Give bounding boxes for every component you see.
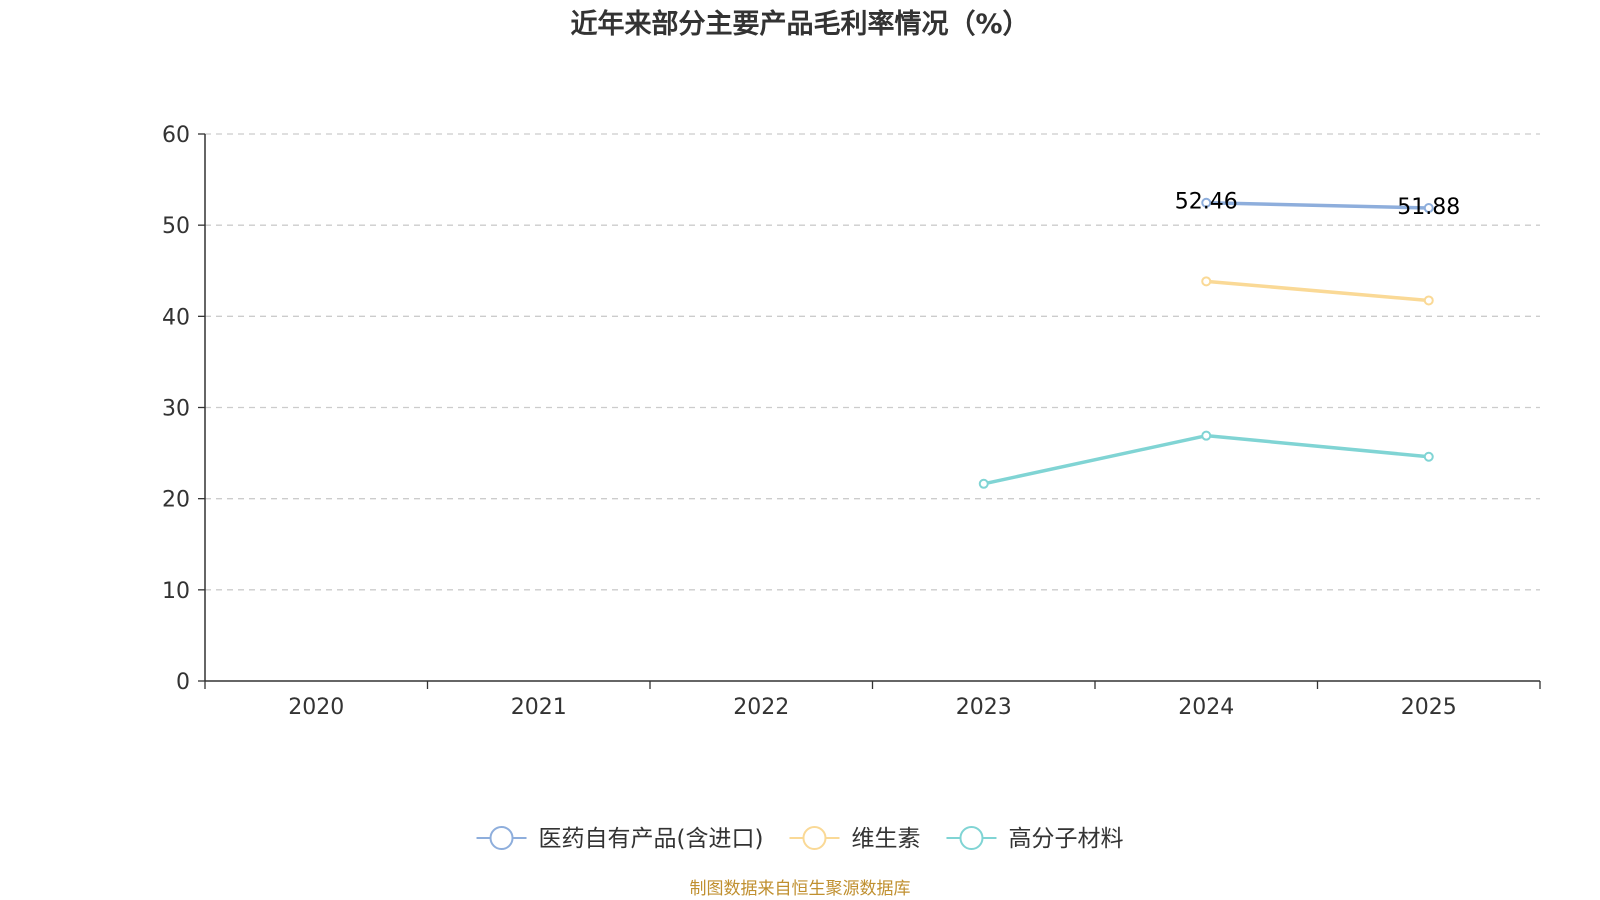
series-line-0 [1204,200,1431,210]
legend-item-1: 维生素 [789,826,920,852]
data-point-2-2023 [978,478,989,489]
legend: 医药自有产品(含进口) 维生素 高分子材料 [476,826,1123,852]
data-label-0-2025: 51.88 [1397,195,1460,220]
y-tick-label-40: 40 [162,305,190,330]
data-label-0-2024: 52.46 [1175,190,1238,215]
legend-swatch-marker-1 [802,826,827,850]
source-note: 制图数据来自恒生聚源数据库 [690,879,911,899]
legend-label-2: 高分子材料 [1008,826,1123,852]
x-tick-label-2024: 2024 [1178,695,1234,720]
x-tick-label-2025: 2025 [1401,695,1457,720]
y-tick-label-30: 30 [162,397,190,422]
x-tick-label-2021: 2021 [511,695,567,720]
data-point-0-2024 [1201,197,1212,208]
series-line-2 [982,433,1431,486]
legend-label-0: 医药自有产品(含进口) [539,826,764,852]
data-point-2-2024 [1201,430,1212,441]
y-tick-label-60: 60 [162,123,190,148]
y-tick-label-20: 20 [162,488,190,513]
legend-label-1: 维生素 [851,826,920,852]
legend-item-2: 高分子材料 [946,826,1123,852]
data-point-1-2024 [1201,276,1212,287]
data-point-0-2025 [1423,203,1434,214]
grid-layer [205,133,1540,591]
chart-title: 近年来部分主要产品毛利率情况（%） [570,8,1029,40]
axis-layer: 0 10 20 30 40 50 60 2020 2021 2022 2023 2024 2025 [162,123,1541,720]
x-tick-label-2020: 2020 [288,695,344,720]
legend-swatch-marker-0 [489,826,514,850]
x-tick-label-2023: 2023 [956,695,1012,720]
series-layer [978,197,1434,489]
x-tick-label-2022: 2022 [733,695,789,720]
legend-swatch-marker-2 [959,826,984,850]
data-point-2-2025 [1423,451,1434,462]
y-tick-label-50: 50 [162,214,190,239]
y-tick-label-0: 0 [176,670,190,695]
data-point-1-2025 [1423,295,1434,306]
data-label-layer: 52.46 51.88 [1175,190,1460,220]
y-tick-label-10: 10 [162,579,190,604]
series-line-1 [1204,279,1431,303]
legend-item-0: 医药自有产品(含进口) [476,826,764,852]
